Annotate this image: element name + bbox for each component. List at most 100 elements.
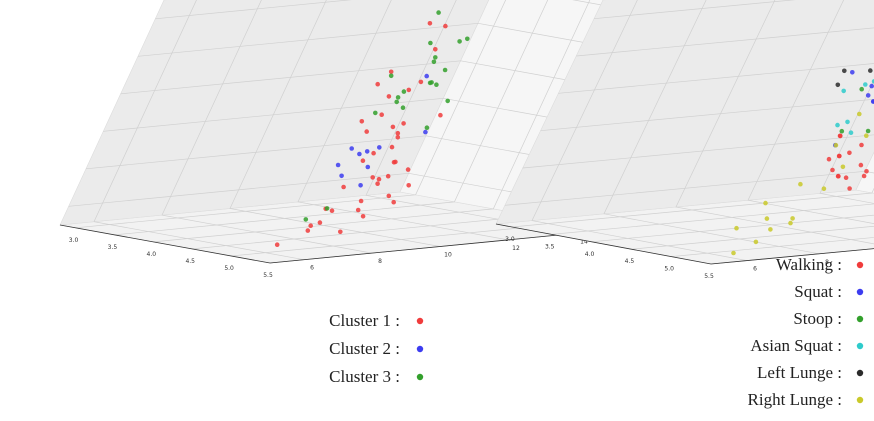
grid-line-z [558,63,874,94]
data-point [393,159,398,165]
data-point [385,173,391,179]
data-point [341,184,346,190]
x-tick-label: 3.5 [108,244,118,251]
grid-line-z [594,0,796,20]
data-point [445,98,451,104]
data-point [731,250,736,256]
grid-line-z [522,134,874,169]
x-tick-label: 3.0 [69,237,79,244]
data-point [434,82,439,87]
legend-label: Cluster 3 : [329,367,400,386]
y-tick-label: 6 [310,265,314,272]
data-point [857,111,862,117]
data-point [839,128,845,134]
data-point [859,142,864,148]
grid-line-z [540,98,874,132]
data-point [358,183,363,188]
data-point [864,133,869,138]
data-point [391,199,397,205]
grid-line-x [671,237,874,257]
data-point [355,207,361,213]
data-point [431,59,437,65]
data-point [871,79,874,84]
data-point [401,121,406,126]
y-tick-label: 8 [378,258,382,265]
data-point [847,186,852,191]
grid-line-y [161,0,373,254]
data-point [401,89,407,94]
y-axis-line [710,248,874,265]
data-point [395,130,401,136]
data-point [841,88,846,94]
x-tick-label: 4.0 [585,251,595,258]
data-point [388,73,394,79]
legend-marker [856,369,864,377]
data-point [349,146,355,151]
data-point [443,23,448,29]
x-tick-label: 4.5 [625,258,635,265]
legend-label: Squat : [794,282,842,301]
x-tick-label: 3.0 [505,236,515,243]
data-point [433,55,438,60]
grid-line-y [675,0,874,245]
data-point [861,173,867,179]
data-point [389,144,395,150]
back-left-pane [495,0,874,225]
data-point [371,150,376,156]
x-tick-label: 5.5 [263,272,273,279]
legend-label: Stoop : [793,309,842,328]
data-point [388,69,394,75]
grid-line-y [747,0,874,224]
data-point [364,129,370,134]
data-point [423,129,428,135]
data-point [305,228,311,233]
data-point [840,164,846,170]
legend-label: Asian Squat : [750,336,842,355]
data-point [377,145,382,150]
data-point [457,39,462,44]
grid-line-z [576,27,874,57]
x-tick-label: 4.5 [185,258,195,265]
data-point [428,40,433,46]
grid-line-y [531,0,748,261]
data-point [395,95,401,100]
data-point [442,67,448,73]
data-point [768,227,773,232]
y-tick-label: 8 [825,259,829,266]
legend-label: Cluster 1 : [329,311,400,330]
data-point [370,175,376,180]
legend-marker [416,345,424,353]
grid-line-x [75,0,507,229]
data-point [386,94,392,99]
data-point [864,169,869,174]
data-point [764,216,770,221]
data-point [375,181,380,186]
legend-label: Left Lunge : [757,363,842,382]
legend-marker [856,342,864,350]
data-point [790,216,795,221]
data-point [850,70,855,75]
data-point [360,214,366,219]
data-point [833,142,839,148]
legend-marker [416,373,424,381]
data-point [358,198,364,204]
data-point [830,167,835,173]
data-point [335,162,341,168]
data-point [869,83,874,89]
data-point [868,68,873,73]
data-point [339,173,344,179]
legend-marker [416,317,424,325]
data-point [418,79,424,85]
grid-line-y [229,0,441,247]
data-point [465,36,470,42]
data-point [376,176,382,182]
data-points [731,68,874,256]
data-point [788,220,793,226]
y-tick-label: 14 [580,238,588,245]
grid-line-x [114,0,549,236]
data-point [427,21,433,26]
x-axis-line [495,223,712,265]
data-point [400,105,406,110]
data-point [798,181,803,187]
data-point [845,119,850,125]
